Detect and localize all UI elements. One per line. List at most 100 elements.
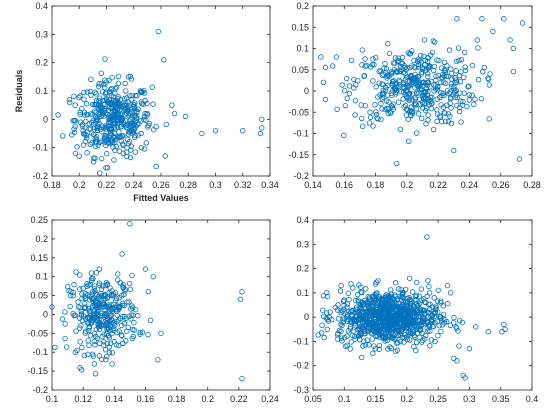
data-point [516,156,523,162]
data-point [371,308,377,315]
x-tick-label: 0.2 [401,180,414,190]
data-point [419,337,426,344]
data-point [485,329,491,335]
y-tick-label: 0.15 [291,22,309,32]
data-point [114,95,121,102]
data-point [102,84,108,91]
data-point [358,307,365,313]
data-point [358,102,364,108]
data-point [461,90,467,96]
data-point [319,307,326,313]
data-point [399,301,406,308]
data-point [382,106,388,113]
data-point [362,63,368,69]
x-tick-label: 0.26 [152,180,170,190]
data-point [357,308,363,314]
data-point [123,149,130,155]
data-point [385,41,391,47]
data-point [466,92,472,98]
y-tick-label: 0 [43,309,48,319]
data-point [447,322,454,328]
data-point [417,318,423,324]
data-point [419,115,425,122]
data-point [113,295,120,302]
data-point [77,272,83,278]
data-point [341,306,347,312]
data-point [128,143,135,150]
data-point [344,75,350,82]
data-point [87,126,94,132]
data-point [349,308,355,314]
data-point [90,118,96,124]
data-point [98,323,104,329]
data-point [447,95,454,101]
data-point [392,348,399,354]
data-point [145,122,152,129]
data-point [415,61,422,68]
data-point [52,344,58,351]
data-point [454,16,460,22]
data-point [111,113,117,120]
data-point [127,154,134,161]
data-point [425,301,432,308]
x-tick-label: 0.28 [179,180,197,190]
data-point [144,124,151,130]
data-point [444,88,451,94]
data-point [351,85,357,91]
data-point [94,125,100,131]
data-point [415,111,422,117]
x-tick-label: 0.16 [137,394,155,404]
data-point [478,95,485,102]
data-point [427,343,433,349]
data-point [169,102,175,108]
data-point [373,312,380,319]
data-point [106,344,113,350]
data-point [114,312,120,318]
data-point [109,350,116,356]
data-point [101,339,107,345]
x-tick-label: 0.34 [261,180,279,190]
data-point [137,88,143,94]
data-point [352,112,358,118]
data-point [338,282,344,289]
data-point [371,343,377,349]
data-point [369,336,376,342]
data-point [137,329,143,336]
data-point [423,332,429,339]
data-point [461,74,467,81]
data-point [123,100,129,106]
data-point [122,80,128,87]
y-tick-label: -0.15 [288,150,309,160]
data-point [382,87,389,93]
data-point [88,76,94,82]
data-point [382,334,388,340]
data-point [116,114,123,121]
data-point [406,82,413,89]
data-point [341,335,348,341]
data-point [441,73,447,79]
data-point [414,279,420,286]
data-point [379,323,385,329]
data-point [344,313,351,319]
data-point [391,78,397,84]
x-tick-label: 0.32 [234,180,252,190]
data-point [112,90,118,97]
data-point [392,55,399,61]
data-point [120,340,126,346]
data-point [490,28,496,35]
data-point [106,117,112,123]
y-tick-label: -0.1 [293,129,309,139]
data-point [375,298,382,304]
x-tick-label: 0.2 [73,180,86,190]
data-point [145,288,152,295]
data-point [130,333,136,340]
data-point [130,128,137,135]
data-point [361,73,367,79]
data-point [67,99,73,106]
data-point [59,316,66,322]
data-point [129,272,135,279]
data-point [405,331,412,338]
data-point [397,68,403,74]
data-point [352,336,358,342]
data-point [410,75,417,81]
